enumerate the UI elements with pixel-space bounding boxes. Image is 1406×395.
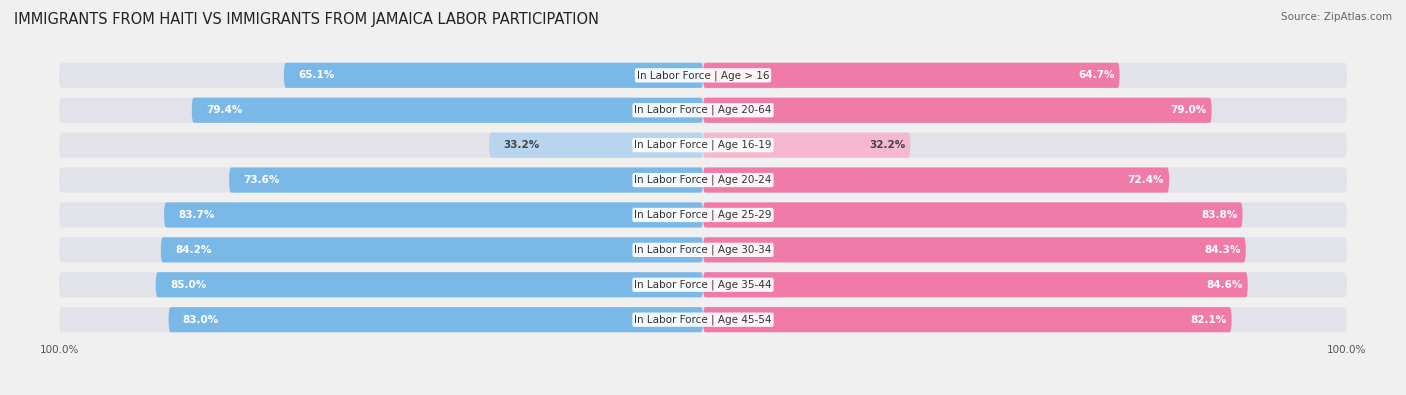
- FancyBboxPatch shape: [59, 63, 1347, 88]
- FancyBboxPatch shape: [59, 237, 1347, 262]
- FancyBboxPatch shape: [59, 307, 1347, 332]
- FancyBboxPatch shape: [59, 202, 1347, 228]
- Text: 83.0%: 83.0%: [183, 315, 219, 325]
- FancyBboxPatch shape: [59, 167, 1347, 193]
- Text: In Labor Force | Age 45-54: In Labor Force | Age 45-54: [634, 314, 772, 325]
- Text: 64.7%: 64.7%: [1078, 70, 1115, 80]
- FancyBboxPatch shape: [169, 307, 703, 332]
- Text: Source: ZipAtlas.com: Source: ZipAtlas.com: [1281, 12, 1392, 22]
- Text: 65.1%: 65.1%: [298, 70, 335, 80]
- FancyBboxPatch shape: [229, 167, 703, 193]
- Text: 73.6%: 73.6%: [243, 175, 280, 185]
- FancyBboxPatch shape: [703, 237, 1246, 262]
- Text: 79.0%: 79.0%: [1170, 105, 1206, 115]
- Text: 72.4%: 72.4%: [1128, 175, 1164, 185]
- FancyBboxPatch shape: [59, 133, 1347, 158]
- FancyBboxPatch shape: [59, 98, 1347, 123]
- FancyBboxPatch shape: [156, 272, 703, 297]
- FancyBboxPatch shape: [703, 307, 1232, 332]
- Text: In Labor Force | Age > 16: In Labor Force | Age > 16: [637, 70, 769, 81]
- Text: IMMIGRANTS FROM HAITI VS IMMIGRANTS FROM JAMAICA LABOR PARTICIPATION: IMMIGRANTS FROM HAITI VS IMMIGRANTS FROM…: [14, 12, 599, 27]
- Text: 83.8%: 83.8%: [1201, 210, 1237, 220]
- Text: In Labor Force | Age 35-44: In Labor Force | Age 35-44: [634, 280, 772, 290]
- Text: 79.4%: 79.4%: [205, 105, 242, 115]
- FancyBboxPatch shape: [59, 272, 1347, 297]
- Text: 84.2%: 84.2%: [174, 245, 211, 255]
- FancyBboxPatch shape: [703, 63, 1119, 88]
- Text: 83.7%: 83.7%: [179, 210, 215, 220]
- Text: 84.3%: 84.3%: [1205, 245, 1240, 255]
- FancyBboxPatch shape: [160, 237, 703, 262]
- Text: In Labor Force | Age 20-64: In Labor Force | Age 20-64: [634, 105, 772, 115]
- FancyBboxPatch shape: [703, 167, 1170, 193]
- FancyBboxPatch shape: [165, 202, 703, 228]
- Text: 82.1%: 82.1%: [1191, 315, 1226, 325]
- Text: 85.0%: 85.0%: [170, 280, 207, 290]
- Text: In Labor Force | Age 16-19: In Labor Force | Age 16-19: [634, 140, 772, 150]
- Text: 32.2%: 32.2%: [869, 140, 905, 150]
- Text: 100.0%: 100.0%: [39, 345, 79, 355]
- Text: 100.0%: 100.0%: [1327, 345, 1367, 355]
- FancyBboxPatch shape: [489, 133, 703, 158]
- FancyBboxPatch shape: [703, 202, 1243, 228]
- Text: In Labor Force | Age 20-24: In Labor Force | Age 20-24: [634, 175, 772, 185]
- FancyBboxPatch shape: [703, 272, 1247, 297]
- FancyBboxPatch shape: [284, 63, 703, 88]
- FancyBboxPatch shape: [703, 133, 910, 158]
- FancyBboxPatch shape: [191, 98, 703, 123]
- FancyBboxPatch shape: [703, 98, 1212, 123]
- Text: 84.6%: 84.6%: [1206, 280, 1243, 290]
- Text: In Labor Force | Age 30-34: In Labor Force | Age 30-34: [634, 245, 772, 255]
- Text: 33.2%: 33.2%: [503, 140, 540, 150]
- Text: In Labor Force | Age 25-29: In Labor Force | Age 25-29: [634, 210, 772, 220]
